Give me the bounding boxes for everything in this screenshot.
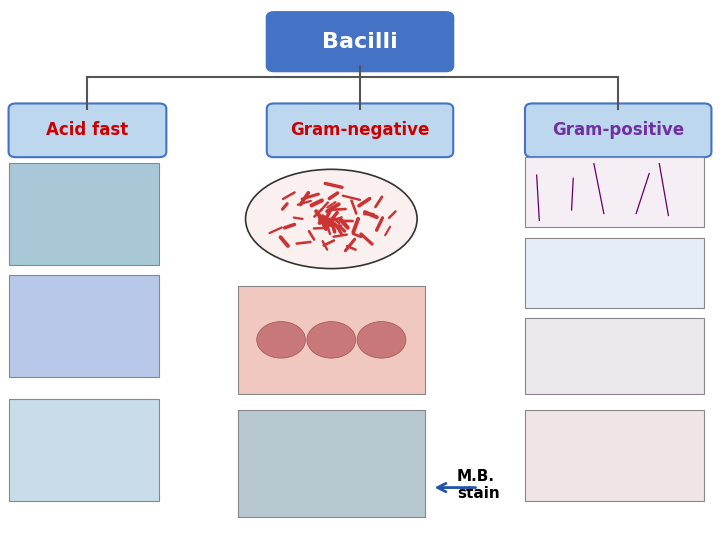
- Bar: [525, 238, 704, 308]
- Text: Bacilli: Bacilli: [322, 32, 398, 52]
- Circle shape: [257, 322, 305, 358]
- Ellipse shape: [246, 170, 417, 268]
- Bar: [9, 399, 159, 501]
- Text: Gram-negative: Gram-negative: [290, 122, 430, 139]
- Bar: [525, 410, 704, 501]
- FancyBboxPatch shape: [525, 104, 711, 157]
- Circle shape: [307, 322, 356, 358]
- Bar: [9, 275, 159, 377]
- Bar: [238, 286, 425, 394]
- Circle shape: [357, 322, 406, 358]
- Bar: [9, 163, 159, 265]
- FancyBboxPatch shape: [267, 104, 453, 157]
- Bar: [525, 319, 704, 394]
- FancyBboxPatch shape: [9, 104, 166, 157]
- Bar: [238, 410, 425, 517]
- Bar: [238, 163, 425, 275]
- Text: Acid fast: Acid fast: [46, 122, 129, 139]
- Text: Gram-positive: Gram-positive: [552, 122, 684, 139]
- Text: M.B.
stain: M.B. stain: [456, 469, 500, 501]
- FancyBboxPatch shape: [267, 12, 453, 71]
- Bar: [525, 157, 704, 227]
